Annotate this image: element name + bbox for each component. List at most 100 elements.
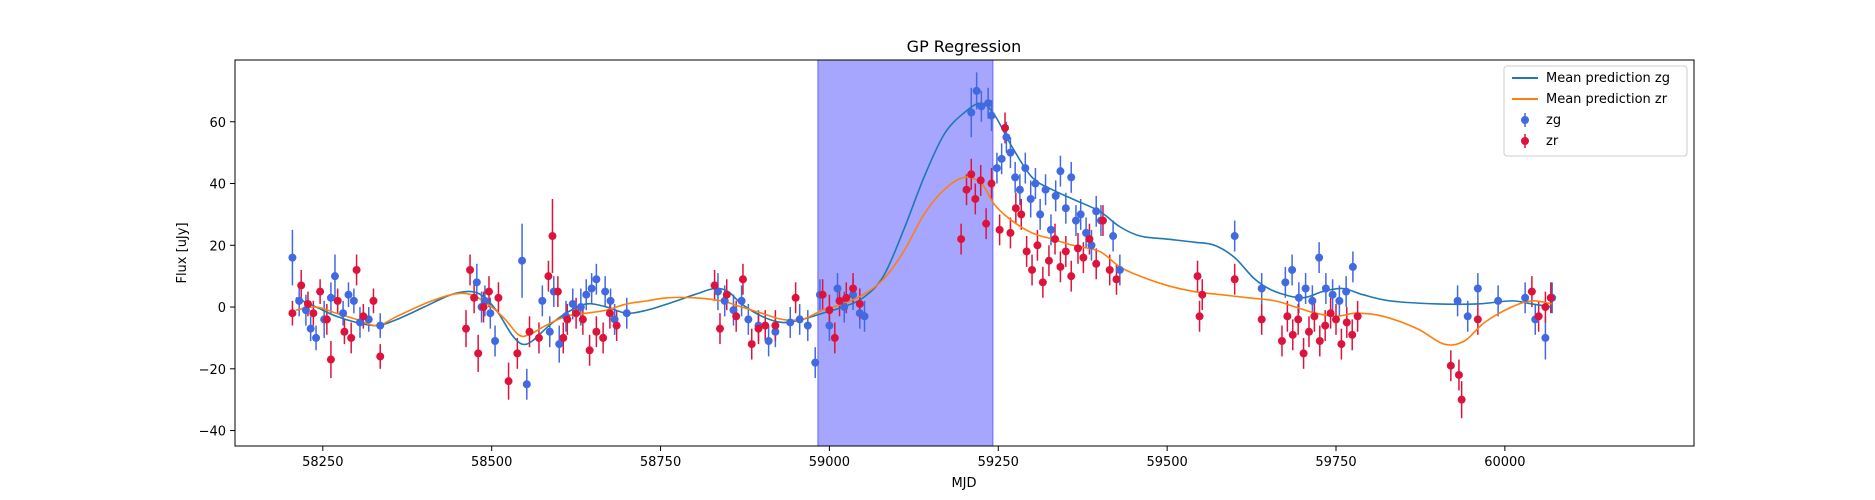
point-zr — [1527, 287, 1536, 296]
point-zr — [732, 312, 741, 321]
point-zg — [288, 253, 297, 262]
point-zg — [977, 102, 986, 111]
point-zr — [1310, 312, 1319, 321]
point-zr — [855, 299, 864, 308]
legend-marker-zg — [1521, 116, 1529, 124]
x-tick-label: 58500 — [471, 455, 512, 470]
y-tick-label: 60 — [209, 116, 226, 131]
point-zr — [1193, 272, 1202, 281]
point-zg — [312, 333, 321, 342]
y-axis-label: Flux [uJy] — [175, 222, 190, 283]
x-tick-label: 59250 — [978, 455, 1019, 470]
point-zr — [818, 290, 827, 299]
point-zg — [568, 299, 577, 308]
point-zr — [982, 219, 991, 228]
x-tick-label: 58750 — [640, 455, 681, 470]
point-zr — [585, 346, 594, 355]
point-zr — [1277, 337, 1286, 346]
point-zg — [1463, 312, 1472, 321]
point-zg — [744, 315, 753, 324]
point-zg — [1288, 265, 1297, 274]
point-zg — [480, 296, 489, 305]
point-zg — [587, 284, 596, 293]
point-zg — [849, 290, 858, 299]
point-zr — [722, 290, 731, 299]
point-zr — [1257, 315, 1266, 324]
point-zr — [1446, 361, 1455, 370]
point-zr — [559, 333, 568, 342]
x-tick-label: 58250 — [302, 455, 343, 470]
point-zr — [1085, 235, 1094, 244]
point-zg — [1473, 284, 1482, 293]
legend-marker-zr — [1521, 137, 1529, 145]
point-zr — [525, 327, 534, 336]
point-zg — [1541, 333, 1550, 342]
point-zr — [962, 185, 971, 194]
point-zr — [326, 355, 335, 364]
point-zg — [1308, 296, 1317, 305]
point-zg — [811, 358, 820, 367]
point-zg — [344, 290, 353, 299]
point-zr — [1022, 247, 1031, 256]
point-zr — [1001, 123, 1010, 132]
legend-label-zg-line: Mean prediction zg — [1546, 71, 1670, 86]
point-zr — [842, 293, 851, 302]
point-zg — [301, 306, 310, 315]
point-zr — [548, 232, 557, 241]
point-zr — [1473, 315, 1482, 324]
highlight-region — [817, 59, 994, 447]
point-zg — [840, 303, 849, 312]
point-zr — [544, 272, 553, 281]
point-zr — [830, 333, 839, 342]
point-zg — [610, 315, 619, 324]
point-zg — [349, 296, 358, 305]
point-zr — [513, 349, 522, 358]
point-zr — [359, 312, 368, 321]
point-zg — [1294, 293, 1303, 302]
legend: Mean prediction zg Mean prediction zr zg… — [1503, 65, 1688, 157]
point-zg — [295, 296, 304, 305]
x-tick-label: 59750 — [1315, 455, 1356, 470]
point-zg — [1011, 173, 1020, 182]
point-zr — [1056, 262, 1065, 271]
point-zr — [605, 309, 614, 318]
point-zg — [1453, 296, 1462, 305]
point-zg — [1082, 228, 1091, 237]
plot-frame — [234, 59, 1695, 447]
point-zg — [1315, 253, 1324, 262]
point-zg — [803, 321, 812, 330]
point-zg — [1087, 241, 1096, 250]
point-zr — [1342, 318, 1351, 327]
point-zr — [1299, 349, 1308, 358]
point-zg — [1031, 179, 1040, 188]
point-zg — [1036, 210, 1045, 219]
point-zr — [754, 324, 763, 333]
point-zg — [860, 312, 869, 321]
point-zr — [1304, 327, 1313, 336]
point-zg — [1015, 185, 1024, 194]
point-zr — [479, 303, 488, 312]
point-zg — [1041, 185, 1050, 194]
point-zr — [494, 293, 503, 302]
point-zr — [1098, 216, 1107, 225]
point-zr — [316, 287, 325, 296]
legend-box — [1503, 65, 1688, 157]
point-zr — [1283, 312, 1292, 321]
point-zr — [534, 333, 543, 342]
point-zr — [835, 296, 844, 305]
point-zg — [601, 287, 610, 296]
point-zg — [582, 290, 591, 299]
chart-title: GP Regression — [907, 37, 1022, 56]
point-zr — [1321, 321, 1330, 330]
point-zg — [522, 380, 531, 389]
point-zg — [987, 111, 996, 120]
point-zg — [729, 306, 738, 315]
point-zr — [1534, 312, 1543, 321]
point-zg — [720, 296, 729, 305]
point-zr — [474, 349, 483, 358]
point-zg — [1109, 232, 1118, 241]
point-zg — [713, 287, 722, 296]
point-zg — [833, 284, 842, 293]
x-axis-label: MJD — [951, 476, 976, 491]
